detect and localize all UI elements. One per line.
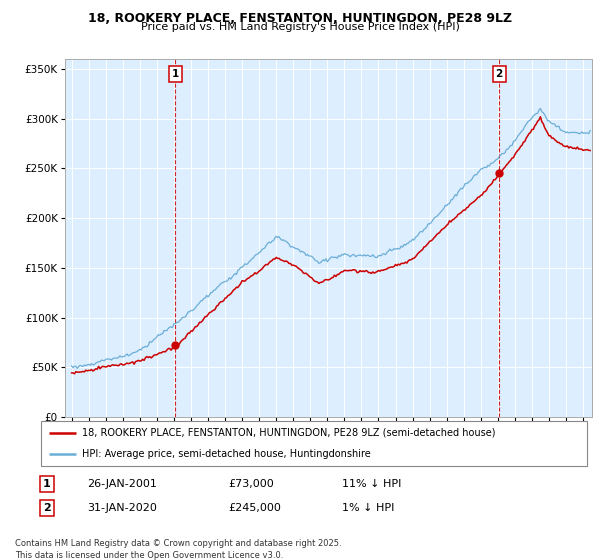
Text: £245,000: £245,000	[228, 503, 281, 513]
Text: 31-JAN-2020: 31-JAN-2020	[87, 503, 157, 513]
Text: Price paid vs. HM Land Registry's House Price Index (HPI): Price paid vs. HM Land Registry's House …	[140, 22, 460, 32]
Text: 18, ROOKERY PLACE, FENSTANTON, HUNTINGDON, PE28 9LZ (semi-detached house): 18, ROOKERY PLACE, FENSTANTON, HUNTINGDO…	[82, 428, 495, 438]
Text: Contains HM Land Registry data © Crown copyright and database right 2025.
This d: Contains HM Land Registry data © Crown c…	[15, 539, 341, 559]
Text: 18, ROOKERY PLACE, FENSTANTON, HUNTINGDON, PE28 9LZ: 18, ROOKERY PLACE, FENSTANTON, HUNTINGDO…	[88, 12, 512, 25]
Text: 11% ↓ HPI: 11% ↓ HPI	[342, 479, 401, 489]
Text: £73,000: £73,000	[228, 479, 274, 489]
Text: 1% ↓ HPI: 1% ↓ HPI	[342, 503, 394, 513]
Text: 26-JAN-2001: 26-JAN-2001	[87, 479, 157, 489]
Text: 1: 1	[43, 479, 50, 489]
Text: 2: 2	[496, 69, 503, 79]
Text: HPI: Average price, semi-detached house, Huntingdonshire: HPI: Average price, semi-detached house,…	[82, 449, 371, 459]
Text: 1: 1	[172, 69, 179, 79]
Text: 2: 2	[43, 503, 50, 513]
